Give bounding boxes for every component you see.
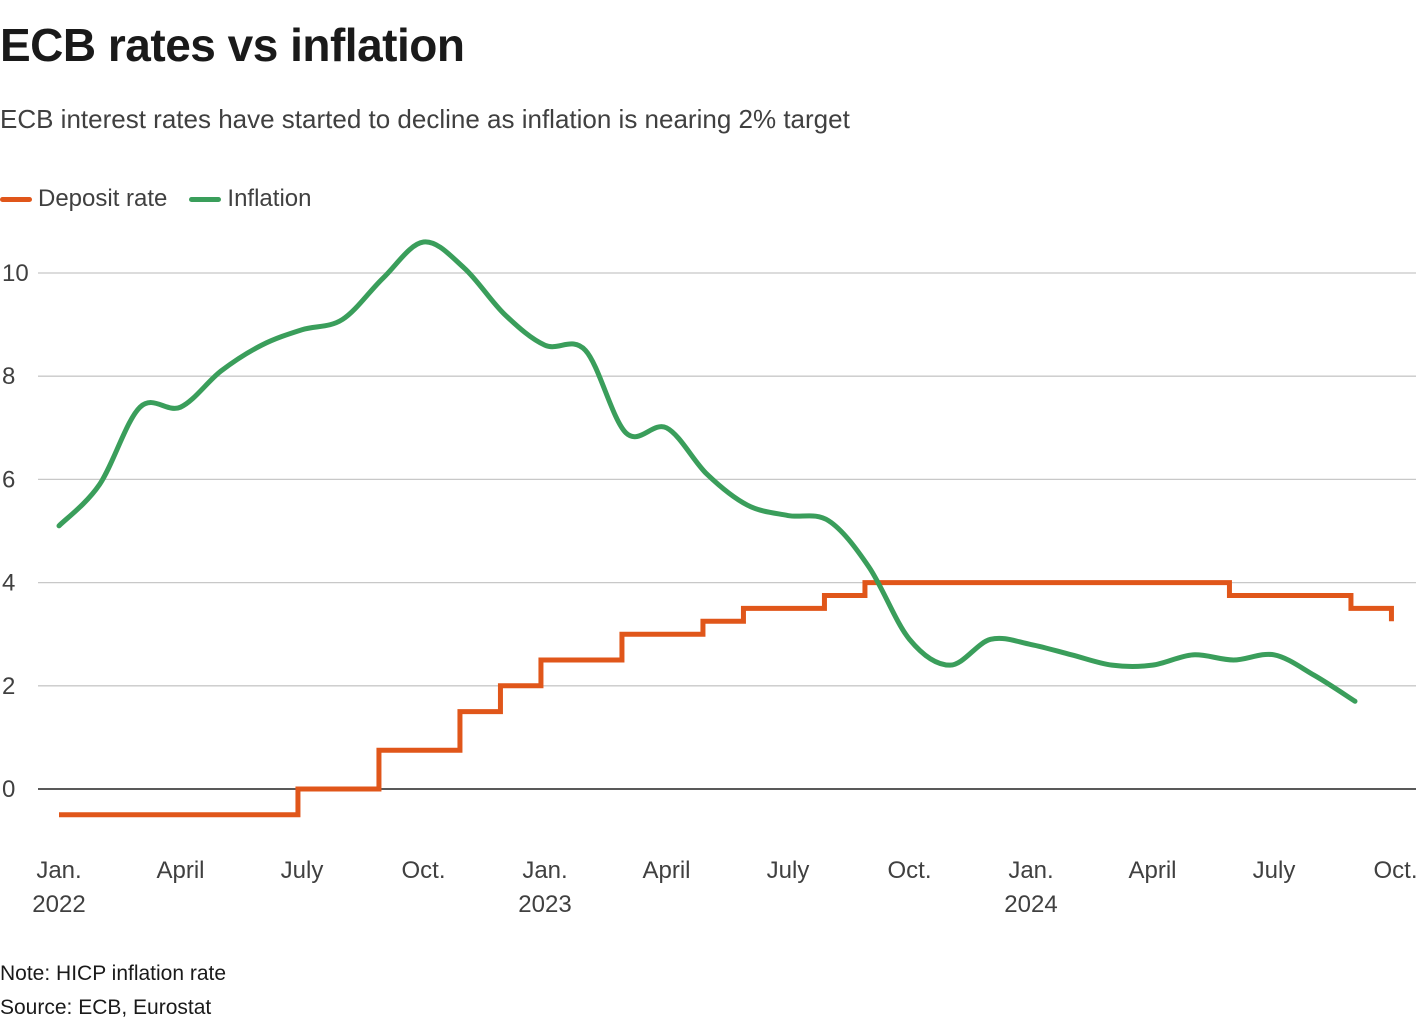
series-line-deposit-rate bbox=[59, 580, 1394, 818]
x-tick-label-0: Jan. bbox=[36, 857, 81, 884]
x-tick-label-10: July bbox=[1253, 857, 1296, 884]
y-tick-label-10: 10 bbox=[2, 260, 29, 287]
x-tick-label-1: April bbox=[156, 857, 204, 884]
y-tick-label-0: 0 bbox=[2, 776, 15, 803]
legend-item-inflation: Inflation bbox=[189, 185, 311, 213]
y-tick-label-8: 8 bbox=[2, 363, 15, 390]
chart-note: Note: HICP inflation rate bbox=[0, 962, 227, 985]
y-tick-label-4: 4 bbox=[2, 570, 15, 597]
x-tick-label-9: April bbox=[1128, 857, 1176, 884]
legend-swatch-inflation bbox=[189, 196, 222, 202]
y-tick-label-6: 6 bbox=[2, 466, 15, 493]
x-tick-label-8: Jan. bbox=[1008, 857, 1053, 884]
x-tick-label-2: July bbox=[281, 857, 324, 884]
series-lines bbox=[56, 239, 1394, 818]
x-tick-year-2023: 2023 bbox=[518, 891, 571, 918]
x-tick-label-6: July bbox=[767, 857, 810, 884]
x-axis-ticks: Jan. 2022 April July Oct. Jan. 2023 April July Oc… bbox=[32, 857, 1417, 918]
legend-label-deposit-rate: Deposit rate bbox=[38, 185, 168, 212]
legend-swatch-deposit-rate bbox=[0, 196, 32, 202]
x-tick-year-2024: 2024 bbox=[1004, 891, 1057, 918]
legend-label-inflation: Inflation bbox=[227, 185, 312, 212]
chart-title: ECB rates vs inflation bbox=[0, 19, 465, 71]
y-tick-label-2: 2 bbox=[2, 673, 15, 700]
chart-source: Source: ECB, Eurostat bbox=[0, 996, 212, 1019]
x-tick-label-3: Oct. bbox=[401, 857, 445, 884]
x-tick-label-11: Oct. bbox=[1373, 857, 1417, 884]
line-chart: 0 2 4 6 8 10 Jan. 2022 April July Oct. Jan. 2023 Apr… bbox=[2, 239, 1418, 918]
series-line-inflation bbox=[56, 239, 1358, 704]
x-tick-label-5: April bbox=[642, 857, 690, 884]
legend-item-deposit-rate: Deposit rate bbox=[0, 185, 167, 213]
x-tick-year-2022: 2022 bbox=[32, 891, 85, 918]
legend: Deposit rate Inflation bbox=[0, 185, 333, 213]
x-tick-label-7: Oct. bbox=[887, 857, 931, 884]
chart-subtitle: ECB interest rates have started to decli… bbox=[0, 104, 850, 134]
gridlines bbox=[38, 272, 1416, 790]
y-axis-ticks: 0 2 4 6 8 10 bbox=[2, 260, 29, 803]
x-tick-label-4: Jan. bbox=[522, 857, 567, 884]
